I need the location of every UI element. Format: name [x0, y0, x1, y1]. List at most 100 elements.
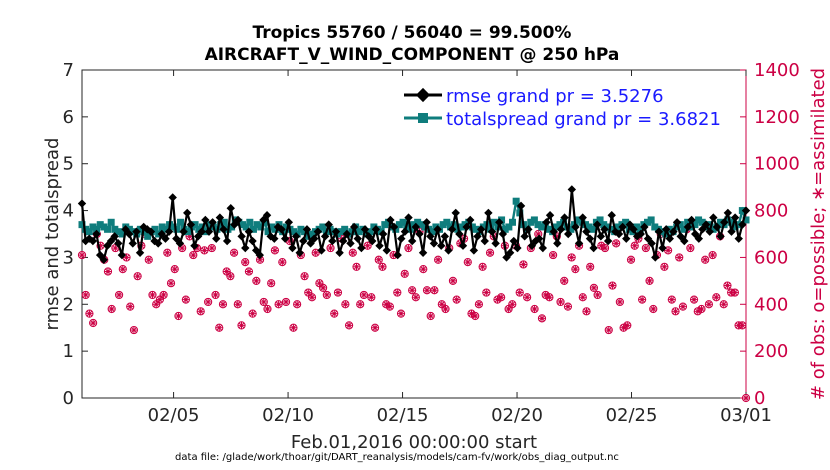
- obs-point: [567, 253, 576, 262]
- totalspread-point: [195, 225, 203, 233]
- totalspread-point: [472, 225, 480, 233]
- obs-point: [85, 309, 94, 318]
- obs-point: [218, 300, 228, 309]
- totalspread-point: [439, 221, 447, 229]
- obs-point: [604, 325, 613, 335]
- rmse-point: [284, 218, 294, 227]
- obs-point: [274, 300, 283, 309]
- totalspread-point: [366, 228, 374, 236]
- obs-point: [419, 265, 428, 274]
- totalspread-point: [684, 218, 692, 226]
- obs-point: [341, 300, 350, 309]
- obs-point: [463, 258, 472, 267]
- obs-point: [133, 272, 142, 281]
- rmse-point: [701, 220, 711, 229]
- obs-point: [571, 265, 580, 274]
- rmse-point: [99, 255, 108, 264]
- right-y-axis: 0 200 400 600 800 1000 1200 1400: [740, 60, 800, 409]
- obs-point: [671, 307, 680, 316]
- obs-point: [89, 318, 98, 328]
- totalspread-point: [169, 223, 177, 231]
- rmse-point: [397, 234, 406, 243]
- rmse-point: [458, 241, 468, 250]
- obs-point: [523, 293, 532, 302]
- rmse-point: [545, 211, 555, 220]
- totalspread-point: [191, 221, 199, 229]
- rmse-point: [320, 232, 330, 241]
- obs-point: [708, 250, 717, 260]
- left-y-tick-label: 1: [63, 341, 74, 362]
- totalspread-point: [530, 216, 538, 224]
- totalspread-point: [691, 221, 699, 229]
- obs-point: [582, 307, 591, 316]
- rmse-point: [291, 232, 301, 241]
- obs-point: [667, 295, 676, 304]
- rmse-point: [632, 232, 642, 241]
- totalspread-point: [724, 216, 732, 224]
- obs-point: [344, 321, 354, 330]
- obs-point: [293, 300, 302, 309]
- totalspread-point: [600, 221, 608, 229]
- totalspread-point: [100, 223, 108, 231]
- rmse-point: [723, 208, 733, 218]
- obs-point: [675, 253, 684, 262]
- obs-point: [103, 267, 113, 276]
- obs-point: [356, 300, 365, 309]
- rmse-point: [636, 229, 645, 239]
- rmse-point: [208, 218, 217, 227]
- left-y-axis: 0 1 2 3 4 5 6 7: [63, 60, 88, 409]
- x-axis-label: Feb.01,2016 00:00:00 start: [291, 432, 537, 453]
- obs-point: [374, 255, 383, 264]
- totalspread-point: [290, 228, 298, 236]
- totalspread-point: [395, 221, 403, 229]
- obs-point: [378, 262, 387, 271]
- rmse-point: [466, 215, 475, 225]
- rmse-point: [556, 225, 566, 234]
- obs-point: [719, 300, 728, 309]
- obs-point: [723, 281, 732, 290]
- obs-point: [207, 243, 216, 253]
- rmse-point: [455, 229, 464, 239]
- obs-point: [404, 243, 413, 253]
- obs-point: [701, 255, 710, 264]
- obs-point: [586, 262, 595, 271]
- rmse-point: [179, 227, 188, 236]
- totalspread-point: [104, 225, 112, 233]
- rmse-point: [654, 227, 664, 236]
- rmse-point: [658, 243, 667, 253]
- totalspread-point: [633, 223, 641, 231]
- rmse-point: [560, 213, 569, 222]
- obs-point: [515, 288, 524, 297]
- obs-point: [563, 302, 573, 311]
- obs-point: [686, 243, 695, 253]
- totalspread-point: [727, 218, 735, 226]
- right-y-tick-label: 1200: [754, 107, 800, 128]
- right-y-tick-label: 600: [754, 247, 788, 268]
- obs-point: [704, 300, 714, 309]
- rmse-point: [339, 236, 348, 246]
- obs-point: [408, 286, 417, 295]
- rmse-point: [371, 225, 381, 234]
- totalspread-point: [574, 216, 582, 224]
- rmse-point: [124, 229, 134, 239]
- rmse-point: [244, 227, 254, 236]
- obs-point: [163, 248, 172, 257]
- rmse-point: [135, 248, 145, 257]
- rmse-point: [117, 250, 127, 260]
- obs-point: [660, 262, 669, 271]
- rmse-point: [88, 236, 98, 246]
- rmse-point: [440, 232, 450, 241]
- obs-point: [152, 300, 161, 309]
- totalspread-point: [545, 225, 553, 233]
- left-y-tick-label: 0: [63, 388, 74, 409]
- rmse-point: [302, 225, 312, 234]
- obs-point: [396, 309, 406, 318]
- obs-point: [422, 286, 432, 295]
- totalspread-point: [78, 221, 86, 229]
- obs-point: [241, 258, 250, 267]
- totalspread-point: [607, 225, 615, 233]
- rmse-point: [589, 243, 598, 253]
- rmse-point: [647, 239, 656, 248]
- rmse-point: [741, 206, 751, 215]
- legend: rmse grand pr = 3.5276 totalspread grand…: [396, 82, 740, 134]
